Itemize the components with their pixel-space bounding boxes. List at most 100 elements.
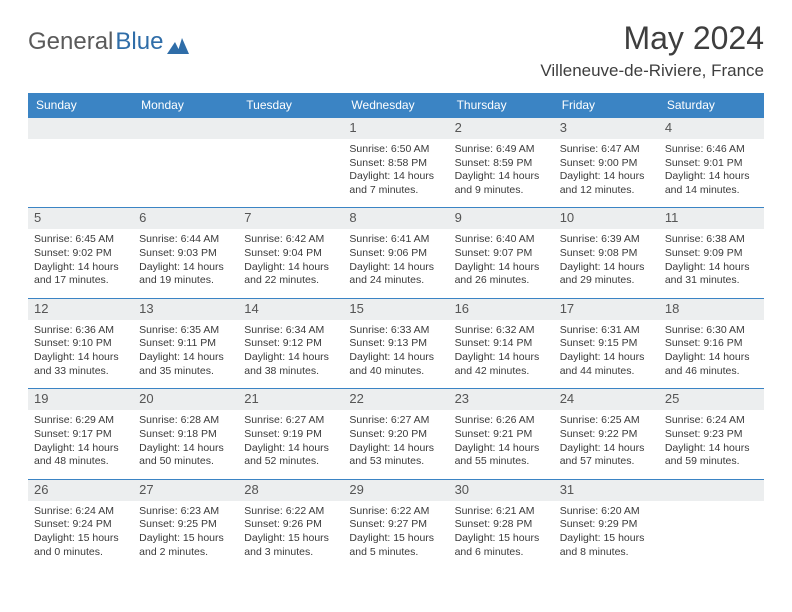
sunrise-text: Sunrise: 6:34 AM [244,324,337,338]
sunrise-text: Sunrise: 6:41 AM [349,233,442,247]
daylight-text: Daylight: 14 hours [244,442,337,456]
day-number: 27 [133,480,238,501]
sunset-text: Sunset: 9:22 PM [560,428,653,442]
daylight-text: and 48 minutes. [34,455,127,469]
daylight-text: Daylight: 14 hours [34,442,127,456]
sunrise-text: Sunrise: 6:47 AM [560,143,653,157]
sunrise-text: Sunrise: 6:46 AM [665,143,758,157]
day-cell: 31Sunrise: 6:20 AMSunset: 9:29 PMDayligh… [554,479,659,569]
day-header: Wednesday [343,93,448,118]
day-cell: 22Sunrise: 6:27 AMSunset: 9:20 PMDayligh… [343,389,448,479]
day-cell: 5Sunrise: 6:45 AMSunset: 9:02 PMDaylight… [28,208,133,298]
daylight-text: and 7 minutes. [349,184,442,198]
daylight-text: Daylight: 15 hours [349,532,442,546]
day-cell [133,118,238,208]
sunset-text: Sunset: 9:23 PM [665,428,758,442]
day-number: 12 [28,299,133,320]
daylight-text: and 8 minutes. [560,546,653,560]
day-cell: 28Sunrise: 6:22 AMSunset: 9:26 PMDayligh… [238,479,343,569]
month-title: May 2024 [540,20,764,57]
daylight-text: and 26 minutes. [455,274,548,288]
sunset-text: Sunset: 9:29 PM [560,518,653,532]
day-number-empty [28,118,133,139]
sunset-text: Sunset: 9:18 PM [139,428,232,442]
sunrise-text: Sunrise: 6:45 AM [34,233,127,247]
sunset-text: Sunset: 9:00 PM [560,157,653,171]
day-number-empty [133,118,238,139]
daylight-text: Daylight: 14 hours [34,351,127,365]
day-cell: 7Sunrise: 6:42 AMSunset: 9:04 PMDaylight… [238,208,343,298]
sunrise-text: Sunrise: 6:24 AM [34,505,127,519]
daylight-text: Daylight: 14 hours [139,351,232,365]
day-number: 30 [449,480,554,501]
day-cell: 9Sunrise: 6:40 AMSunset: 9:07 PMDaylight… [449,208,554,298]
day-number: 14 [238,299,343,320]
sunrise-text: Sunrise: 6:50 AM [349,143,442,157]
daylight-text: Daylight: 14 hours [349,170,442,184]
daylight-text: Daylight: 14 hours [455,351,548,365]
daylight-text: and 57 minutes. [560,455,653,469]
sunrise-text: Sunrise: 6:32 AM [455,324,548,338]
daylight-text: Daylight: 14 hours [244,351,337,365]
sunset-text: Sunset: 9:07 PM [455,247,548,261]
day-number: 19 [28,389,133,410]
day-cell: 20Sunrise: 6:28 AMSunset: 9:18 PMDayligh… [133,389,238,479]
sunrise-text: Sunrise: 6:40 AM [455,233,548,247]
location: Villeneuve-de-Riviere, France [540,61,764,81]
sunset-text: Sunset: 9:03 PM [139,247,232,261]
day-cell: 13Sunrise: 6:35 AMSunset: 9:11 PMDayligh… [133,298,238,388]
sunset-text: Sunset: 9:10 PM [34,337,127,351]
day-cell: 3Sunrise: 6:47 AMSunset: 9:00 PMDaylight… [554,118,659,208]
day-header: Tuesday [238,93,343,118]
day-cell: 11Sunrise: 6:38 AMSunset: 9:09 PMDayligh… [659,208,764,298]
daylight-text: and 17 minutes. [34,274,127,288]
day-cell: 12Sunrise: 6:36 AMSunset: 9:10 PMDayligh… [28,298,133,388]
sunset-text: Sunset: 9:25 PM [139,518,232,532]
daylight-text: and 6 minutes. [455,546,548,560]
daylight-text: and 52 minutes. [244,455,337,469]
daylight-text: and 44 minutes. [560,365,653,379]
sunset-text: Sunset: 9:09 PM [665,247,758,261]
sunset-text: Sunset: 9:06 PM [349,247,442,261]
day-cell: 27Sunrise: 6:23 AMSunset: 9:25 PMDayligh… [133,479,238,569]
sunset-text: Sunset: 9:11 PM [139,337,232,351]
sunrise-text: Sunrise: 6:20 AM [560,505,653,519]
day-header: Saturday [659,93,764,118]
daylight-text: and 40 minutes. [349,365,442,379]
daylight-text: and 2 minutes. [139,546,232,560]
logo-text-blue: Blue [115,28,163,56]
sunset-text: Sunset: 9:16 PM [665,337,758,351]
week-row: 12Sunrise: 6:36 AMSunset: 9:10 PMDayligh… [28,298,764,388]
sunrise-text: Sunrise: 6:49 AM [455,143,548,157]
day-cell: 1Sunrise: 6:50 AMSunset: 8:58 PMDaylight… [343,118,448,208]
sunrise-text: Sunrise: 6:25 AM [560,414,653,428]
daylight-text: Daylight: 14 hours [244,261,337,275]
daylight-text: Daylight: 15 hours [34,532,127,546]
daylight-text: and 0 minutes. [34,546,127,560]
daylight-text: Daylight: 15 hours [560,532,653,546]
daylight-text: and 14 minutes. [665,184,758,198]
day-number: 29 [343,480,448,501]
day-header: Friday [554,93,659,118]
logo-text-general: General [28,28,113,56]
sunset-text: Sunset: 9:26 PM [244,518,337,532]
sunset-text: Sunset: 9:21 PM [455,428,548,442]
day-cell: 2Sunrise: 6:49 AMSunset: 8:59 PMDaylight… [449,118,554,208]
sunrise-text: Sunrise: 6:29 AM [34,414,127,428]
day-number: 23 [449,389,554,410]
sunset-text: Sunset: 9:15 PM [560,337,653,351]
sunrise-text: Sunrise: 6:30 AM [665,324,758,338]
sunrise-text: Sunrise: 6:44 AM [139,233,232,247]
day-cell: 17Sunrise: 6:31 AMSunset: 9:15 PMDayligh… [554,298,659,388]
daylight-text: and 22 minutes. [244,274,337,288]
day-cell: 14Sunrise: 6:34 AMSunset: 9:12 PMDayligh… [238,298,343,388]
day-cell: 21Sunrise: 6:27 AMSunset: 9:19 PMDayligh… [238,389,343,479]
daylight-text: Daylight: 14 hours [560,261,653,275]
sunset-text: Sunset: 9:19 PM [244,428,337,442]
day-cell: 30Sunrise: 6:21 AMSunset: 9:28 PMDayligh… [449,479,554,569]
sunrise-text: Sunrise: 6:23 AM [139,505,232,519]
day-number: 1 [343,118,448,139]
daylight-text: Daylight: 15 hours [455,532,548,546]
day-cell: 23Sunrise: 6:26 AMSunset: 9:21 PMDayligh… [449,389,554,479]
week-row: 26Sunrise: 6:24 AMSunset: 9:24 PMDayligh… [28,479,764,569]
